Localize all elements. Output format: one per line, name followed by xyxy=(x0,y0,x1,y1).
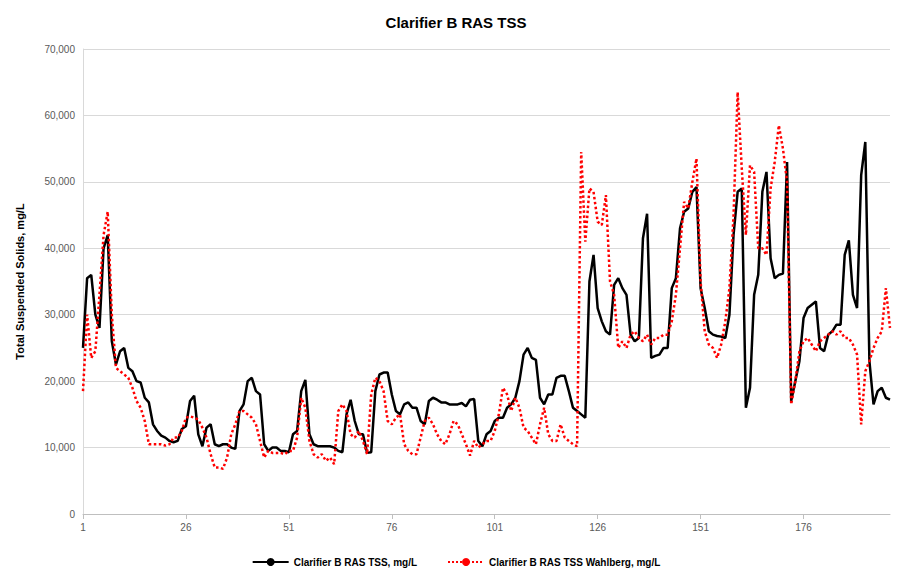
svg-text:176: 176 xyxy=(795,522,812,533)
svg-text:70,000: 70,000 xyxy=(44,44,75,55)
svg-text:1: 1 xyxy=(80,522,86,533)
svg-text:0: 0 xyxy=(69,509,75,520)
svg-text:126: 126 xyxy=(589,522,606,533)
svg-text:76: 76 xyxy=(386,522,398,533)
svg-text:60,000: 60,000 xyxy=(44,110,75,121)
svg-text:40,000: 40,000 xyxy=(44,243,75,254)
svg-text:Clarifier B RAS TSS: Clarifier B RAS TSS xyxy=(386,14,527,31)
svg-text:30,000: 30,000 xyxy=(44,309,75,320)
svg-text:101: 101 xyxy=(486,522,503,533)
svg-text:151: 151 xyxy=(692,522,709,533)
svg-text:Clarifier B RAS TSS, mg/L: Clarifier B RAS TSS, mg/L xyxy=(294,557,417,568)
svg-text:51: 51 xyxy=(283,522,295,533)
svg-text:20,000: 20,000 xyxy=(44,376,75,387)
svg-text:Total Suspended Solids, mg/L: Total Suspended Solids, mg/L xyxy=(14,203,26,360)
svg-text:26: 26 xyxy=(180,522,192,533)
svg-text:10,000: 10,000 xyxy=(44,442,75,453)
svg-text:Clarifier B RAS TSS Wahlberg,: Clarifier B RAS TSS Wahlberg, mg/L xyxy=(489,557,660,568)
svg-text:50,000: 50,000 xyxy=(44,176,75,187)
